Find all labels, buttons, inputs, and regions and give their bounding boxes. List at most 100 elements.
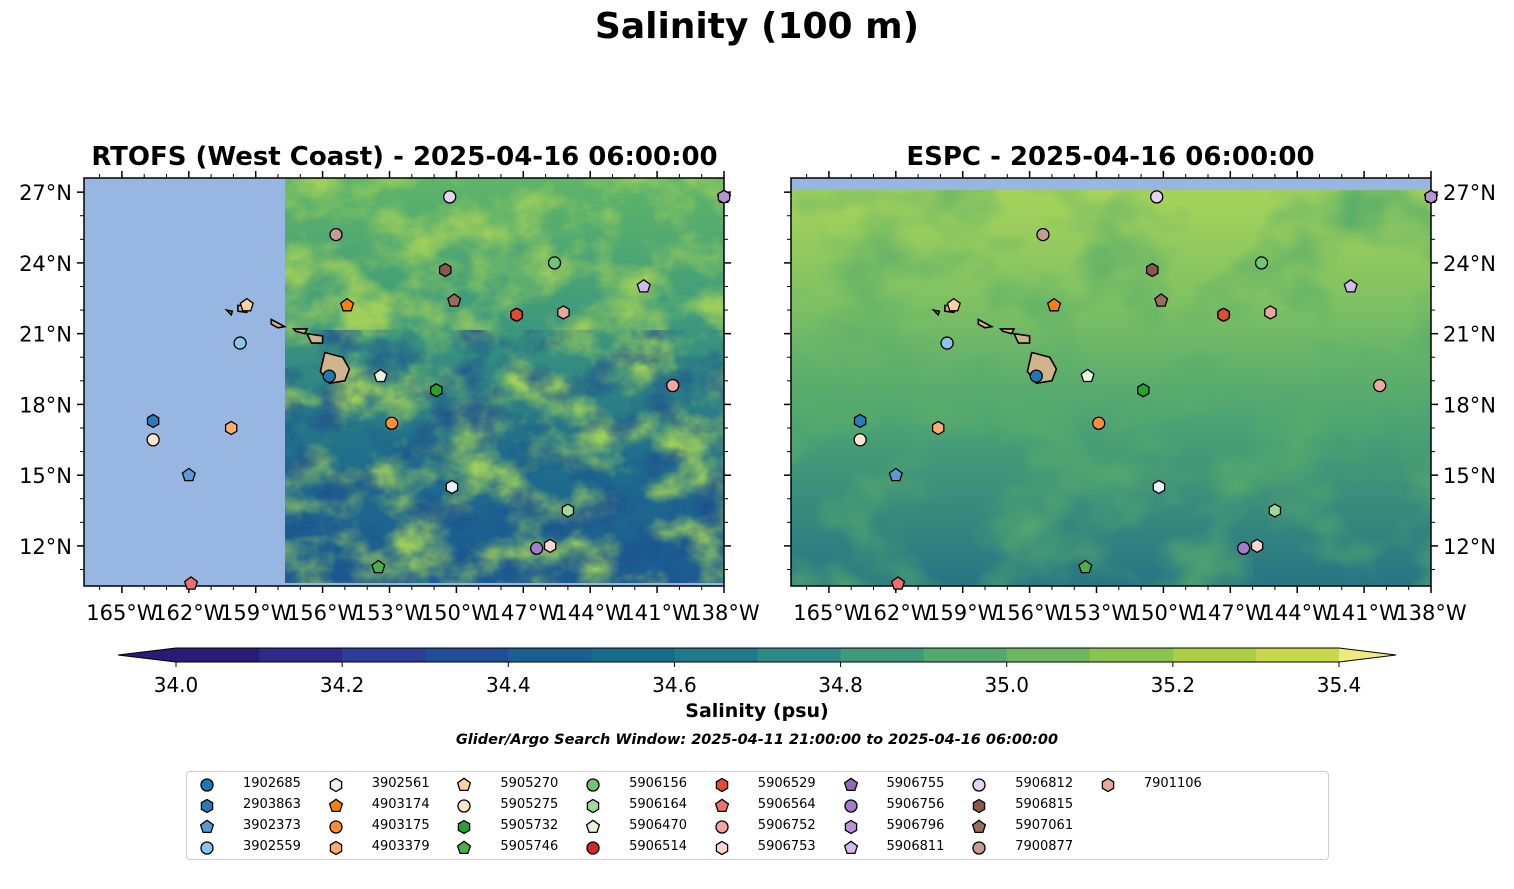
colorbar-segment (1006, 648, 1091, 662)
rtofs-float-5906796 (717, 189, 731, 205)
colorbar-label: Salinity (psu) (685, 700, 829, 722)
search-window-text: Glider/Argo Search Window: 2025-04-11 21… (455, 732, 1059, 748)
espc-float-5906756 (1237, 541, 1251, 555)
legend-marker-5906752 (715, 820, 729, 834)
espc-hawaii-islands (931, 304, 1058, 385)
legend-marker-5906811 (843, 840, 858, 855)
rtofs-float-1902685 (322, 369, 336, 383)
legend-marker-5906815 (972, 798, 986, 814)
rtofs-float-5906156 (547, 256, 562, 270)
espc-float-5906811 (1343, 278, 1358, 293)
rtofs-lat-tick-label: 15°N (19, 464, 72, 488)
espc-lon-tick-label: 144°W (1262, 601, 1334, 625)
rtofs-lat-tick-label: 24°N (19, 252, 72, 276)
legend-marker-5906529 (715, 777, 729, 793)
rtofs-float-4903175 (385, 416, 399, 430)
colorbar-extend-low (118, 648, 176, 662)
espc-lon-tick-label: 138°W (1395, 601, 1467, 625)
rtofs-island-2 (291, 328, 309, 335)
colorbar-tick-label: 34.4 (486, 673, 531, 697)
legend-label: 5906752 (757, 818, 816, 833)
legend-marker-4903174 (328, 798, 343, 813)
figure-title: Salinity (100 m) (594, 6, 920, 47)
colorbar-tick-label: 35.0 (984, 673, 1029, 697)
rtofs-float-3902373 (181, 467, 196, 482)
legend-label: 5905746 (500, 839, 559, 854)
legend-label: 2903863 (243, 797, 301, 812)
salinity-colorbar: 34.0 34.2 34.4 34.6 34.8 35.0 35.2 35.4 (117, 647, 1397, 697)
espc-float-5905746 (1078, 559, 1093, 574)
espc-float-5906529 (1217, 307, 1230, 323)
legend-label: 4903175 (371, 818, 430, 833)
legend-marker-3902373 (199, 819, 215, 834)
colorbar-segment (591, 648, 675, 662)
legend-marker-7901106 (1101, 777, 1115, 793)
rtofs-lon-tick-label: 156°W (287, 601, 359, 625)
rtofs-float-3902559 (233, 336, 247, 350)
legend-label: 5906514 (629, 839, 687, 854)
colorbar-tick-label: 35.2 (1151, 673, 1196, 697)
colorbar-segment (176, 648, 260, 662)
legend-label: 7901106 (1143, 776, 1202, 791)
rtofs-lon-tick-label: 138°W (688, 601, 760, 625)
colorbar-tick-label: 34.2 (320, 673, 365, 697)
rtofs-island-3 (270, 318, 288, 329)
espc-float-3902559 (940, 336, 954, 350)
espc-float-5905275 (853, 433, 867, 447)
rtofs-float-5906470 (373, 368, 388, 383)
espc-lon-tick-label: 153°W (1061, 601, 1133, 625)
rtofs-float-7901106 (557, 305, 570, 320)
espc-lat-tick-label: 18°N (1443, 393, 1496, 417)
legend-label: 7900877 (1015, 839, 1074, 854)
legend-label: 5905270 (500, 776, 559, 791)
legend-label: 3902373 (243, 818, 301, 833)
colorbar-tick-label: 34.6 (652, 673, 697, 697)
rtofs-eddies-low (285, 330, 724, 583)
legend-label: 4903174 (371, 797, 430, 812)
espc-lat-tick-label: 27°N (1443, 181, 1496, 205)
rtofs-float-7900877 (329, 227, 343, 242)
legend-marker-7900877 (972, 841, 986, 855)
rtofs-lon-tick-label: 153°W (354, 601, 426, 625)
legend-label: 5906755 (886, 776, 945, 791)
legend-label: 5906529 (757, 776, 816, 791)
espc-float-3902373 (888, 467, 903, 482)
espc-lat-tick-label: 15°N (1443, 464, 1496, 488)
legend-marker-5906470 (585, 819, 601, 834)
legend-label: 5907061 (1015, 818, 1074, 833)
espc-map-panel (791, 178, 1431, 586)
rtofs-float-5907061 (447, 293, 462, 307)
rtofs-float-5906756 (530, 541, 544, 555)
espc-island-3 (977, 318, 995, 329)
rtofs-float-2903863 (146, 413, 160, 429)
legend-label: 5906815 (1015, 797, 1074, 812)
legend-label: 5906470 (629, 818, 687, 833)
legend-label: 3902561 (371, 776, 430, 791)
espc-float-4903175 (1092, 416, 1106, 430)
espc-map-frame (790, 177, 1432, 587)
espc-panel-title: ESPC - 2025-04-16 06:00:00 (906, 142, 1315, 172)
colorbar-segment (1172, 648, 1257, 662)
espc-float-7901106 (1264, 305, 1277, 320)
legend-marker-5906514 (586, 841, 600, 855)
colorbar-tick-label: 34.8 (818, 673, 863, 697)
legend-label: 5906164 (629, 797, 687, 812)
rtofs-float-4903379 (224, 420, 238, 436)
rtofs-map-frame (83, 177, 725, 587)
colorbar-segment (1255, 648, 1340, 662)
legend-marker-5905275 (457, 799, 472, 813)
colorbar-segment (923, 648, 1008, 662)
legend-label: 5906812 (1015, 776, 1074, 791)
espc-float-5906752 (1373, 378, 1387, 393)
rtofs-panel-title: RTOFS (West Coast) - 2025-04-16 06:00:00 (91, 142, 718, 172)
rtofs-lon-tick-label: 165°W (86, 601, 158, 625)
rtofs-lat-tick-label: 21°N (19, 323, 72, 347)
espc-lon-tick-label: 159°W (927, 601, 999, 625)
rtofs-island-5 (224, 308, 234, 317)
legend-label: 5906756 (886, 797, 945, 812)
rtofs-float-5905732 (430, 383, 443, 398)
colorbar-segment (1089, 648, 1174, 662)
espc-float-5906164 (1268, 503, 1282, 518)
rtofs-float-5906812 (443, 190, 457, 204)
legend-label: 5906811 (886, 839, 945, 854)
